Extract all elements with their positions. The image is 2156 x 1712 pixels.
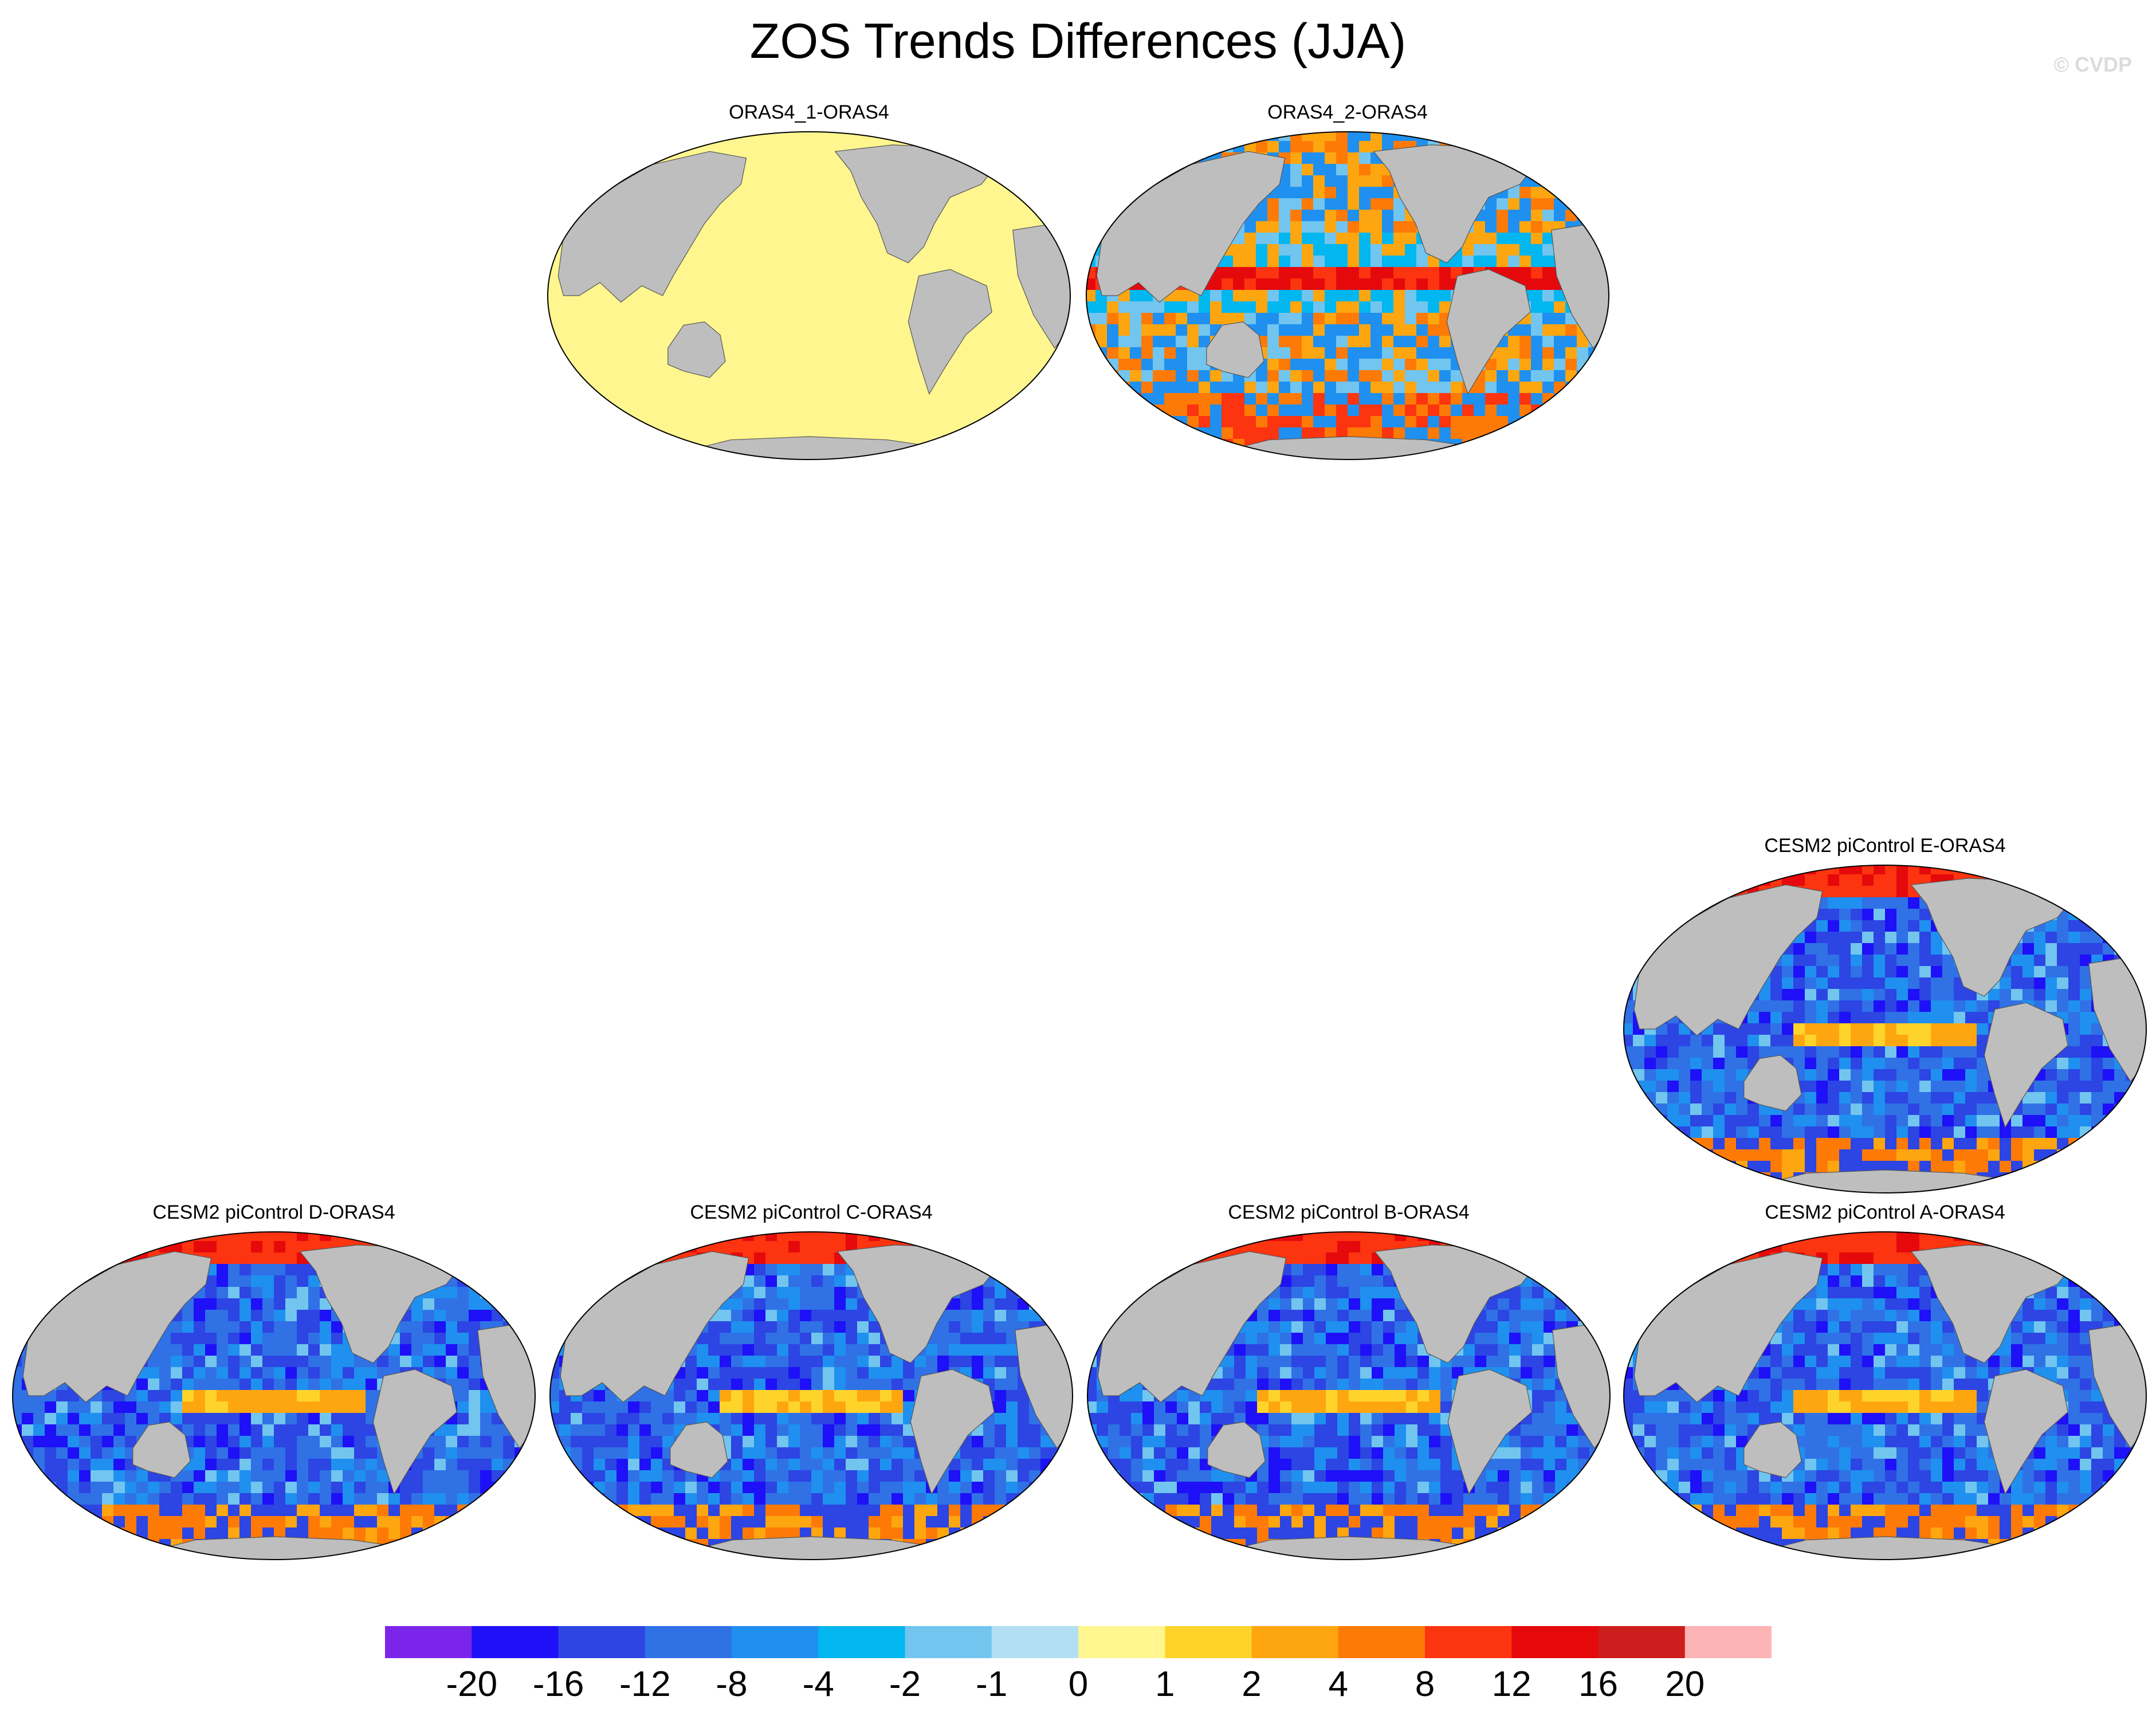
colorbar-tick-label: -20 <box>446 1664 498 1704</box>
map-cesm2-a <box>1623 1231 2147 1560</box>
land-australia <box>132 1422 191 1478</box>
land-australia <box>670 1422 728 1478</box>
colorbar-swatch <box>1684 1626 1772 1658</box>
map-panel-oras4-2: ORAS4_2-ORAS4 <box>1084 101 1611 485</box>
land-masses <box>560 1238 1073 1560</box>
colorbar-swatch <box>1511 1626 1599 1658</box>
land-greenland <box>991 138 1035 162</box>
colorbar-swatch <box>1598 1626 1686 1658</box>
map-panel-cesm2-d: CESM2 piControl D-ORAS4 <box>10 1201 537 1585</box>
map-cesm2-e <box>1623 865 2147 1193</box>
colorbar-tick-label: 12 <box>1491 1664 1531 1704</box>
map-panel-cesm2-b: CESM2 piControl B-ORAS4 <box>1085 1201 1612 1585</box>
colorbar-swatch <box>645 1626 732 1658</box>
colorbar-swatch <box>558 1626 646 1658</box>
panel-title: ORAS4_2-ORAS4 <box>1267 101 1428 123</box>
map-panel-cesm2-e: CESM2 piControl E-ORAS4 <box>1621 834 2149 1218</box>
land-greenland <box>2067 871 2111 896</box>
colorbar-swatch <box>1338 1626 1425 1658</box>
map-cesm2-b <box>1087 1231 1611 1560</box>
land-samerica <box>908 269 992 395</box>
map-cesm2-c <box>549 1231 1073 1560</box>
colorbar-tick-label: 16 <box>1578 1664 1618 1704</box>
colorbar-swatch <box>472 1626 559 1658</box>
land-asia <box>557 151 747 303</box>
map-border <box>1087 1231 1611 1560</box>
map-border <box>1623 865 2147 1193</box>
map-border <box>1623 1231 2147 1560</box>
land-australia <box>1743 1422 1802 1478</box>
land-australia <box>1207 1422 1266 1478</box>
land-greenland <box>993 1238 1037 1262</box>
land-samerica <box>1446 269 1531 395</box>
land-asia <box>22 1251 212 1403</box>
panel-title: ORAS4_1-ORAS4 <box>729 101 889 123</box>
colorbar-tick-label: -2 <box>889 1664 921 1704</box>
panel-title: CESM2 piControl D-ORAS4 <box>152 1201 395 1223</box>
land-samerica <box>372 1369 457 1495</box>
colorbar-tick-label: 8 <box>1415 1664 1435 1704</box>
land-samerica <box>1984 1002 2068 1129</box>
cvdp-credit: © CVDP <box>2053 53 2132 76</box>
map-cesm2-d <box>12 1231 536 1560</box>
colorbar-tick-label: 2 <box>1242 1664 1262 1704</box>
colorbar-tick-label: -16 <box>532 1664 584 1704</box>
panel-title: CESM2 piControl B-ORAS4 <box>1228 1201 1470 1223</box>
map-border <box>547 131 1071 460</box>
land-greenland <box>1531 1238 1574 1262</box>
map-oras4-2 <box>1086 131 1609 460</box>
land-australia <box>667 321 726 378</box>
colorbar-tick-label: 4 <box>1328 1664 1348 1704</box>
colorbar-tick-label: 20 <box>1665 1664 1705 1704</box>
colorbar-swatch <box>991 1626 1079 1658</box>
colorbar-tick-label: -8 <box>716 1664 748 1704</box>
colorbar <box>385 1626 1772 1658</box>
land-asia <box>1633 1251 1823 1403</box>
figure-title: ZOS Trends Differences (JJA) <box>749 14 1407 69</box>
colorbar-swatch <box>1425 1626 1512 1658</box>
land-asia <box>1633 884 1823 1036</box>
map-panel-oras4-1: ORAS4_1-ORAS4 <box>545 101 1073 485</box>
land-australia <box>1206 321 1264 378</box>
map-oras4-1 <box>547 131 1071 460</box>
colorbar-swatch <box>905 1626 992 1658</box>
land-australia <box>1743 1055 1802 1112</box>
colorbar-tick-label: -4 <box>802 1664 834 1704</box>
map-panel-cesm2-a: CESM2 piControl A-ORAS4 <box>1621 1201 2149 1585</box>
land-asia <box>1096 151 1286 303</box>
panel-title: CESM2 piControl A-ORAS4 <box>1765 1201 2005 1223</box>
land-greenland <box>456 1238 500 1262</box>
colorbar-swatch <box>1251 1626 1339 1658</box>
land-samerica <box>1447 1369 1532 1495</box>
map-border <box>1086 131 1609 460</box>
colorbar-swatch <box>1165 1626 1252 1658</box>
panel-title: CESM2 piControl C-ORAS4 <box>690 1201 933 1223</box>
colorbar-swatch <box>1078 1626 1165 1658</box>
colorbar-tick-label: 1 <box>1155 1664 1175 1704</box>
land-samerica <box>910 1369 995 1495</box>
land-asia <box>1097 1251 1287 1403</box>
colorbar-swatch <box>818 1626 905 1658</box>
land-greenland <box>1530 138 1573 162</box>
colorbar-tick-label: -12 <box>619 1664 671 1704</box>
map-border <box>12 1231 536 1560</box>
land-masses <box>1633 1238 2146 1560</box>
land-greenland <box>2067 1238 2111 1262</box>
panel-title: CESM2 piControl E-ORAS4 <box>1764 835 2006 857</box>
land-samerica <box>1984 1369 2068 1495</box>
map-border <box>549 1231 1073 1560</box>
colorbar-tick-label: -1 <box>976 1664 1008 1704</box>
land-asia <box>560 1251 749 1403</box>
colorbar-swatch <box>385 1626 472 1658</box>
colorbar-tick-label: 0 <box>1068 1664 1089 1704</box>
colorbar-swatch <box>732 1626 819 1658</box>
map-panel-cesm2-c: CESM2 piControl C-ORAS4 <box>548 1201 1075 1585</box>
